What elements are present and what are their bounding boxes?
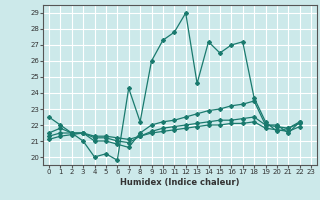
X-axis label: Humidex (Indice chaleur): Humidex (Indice chaleur) — [120, 178, 240, 187]
